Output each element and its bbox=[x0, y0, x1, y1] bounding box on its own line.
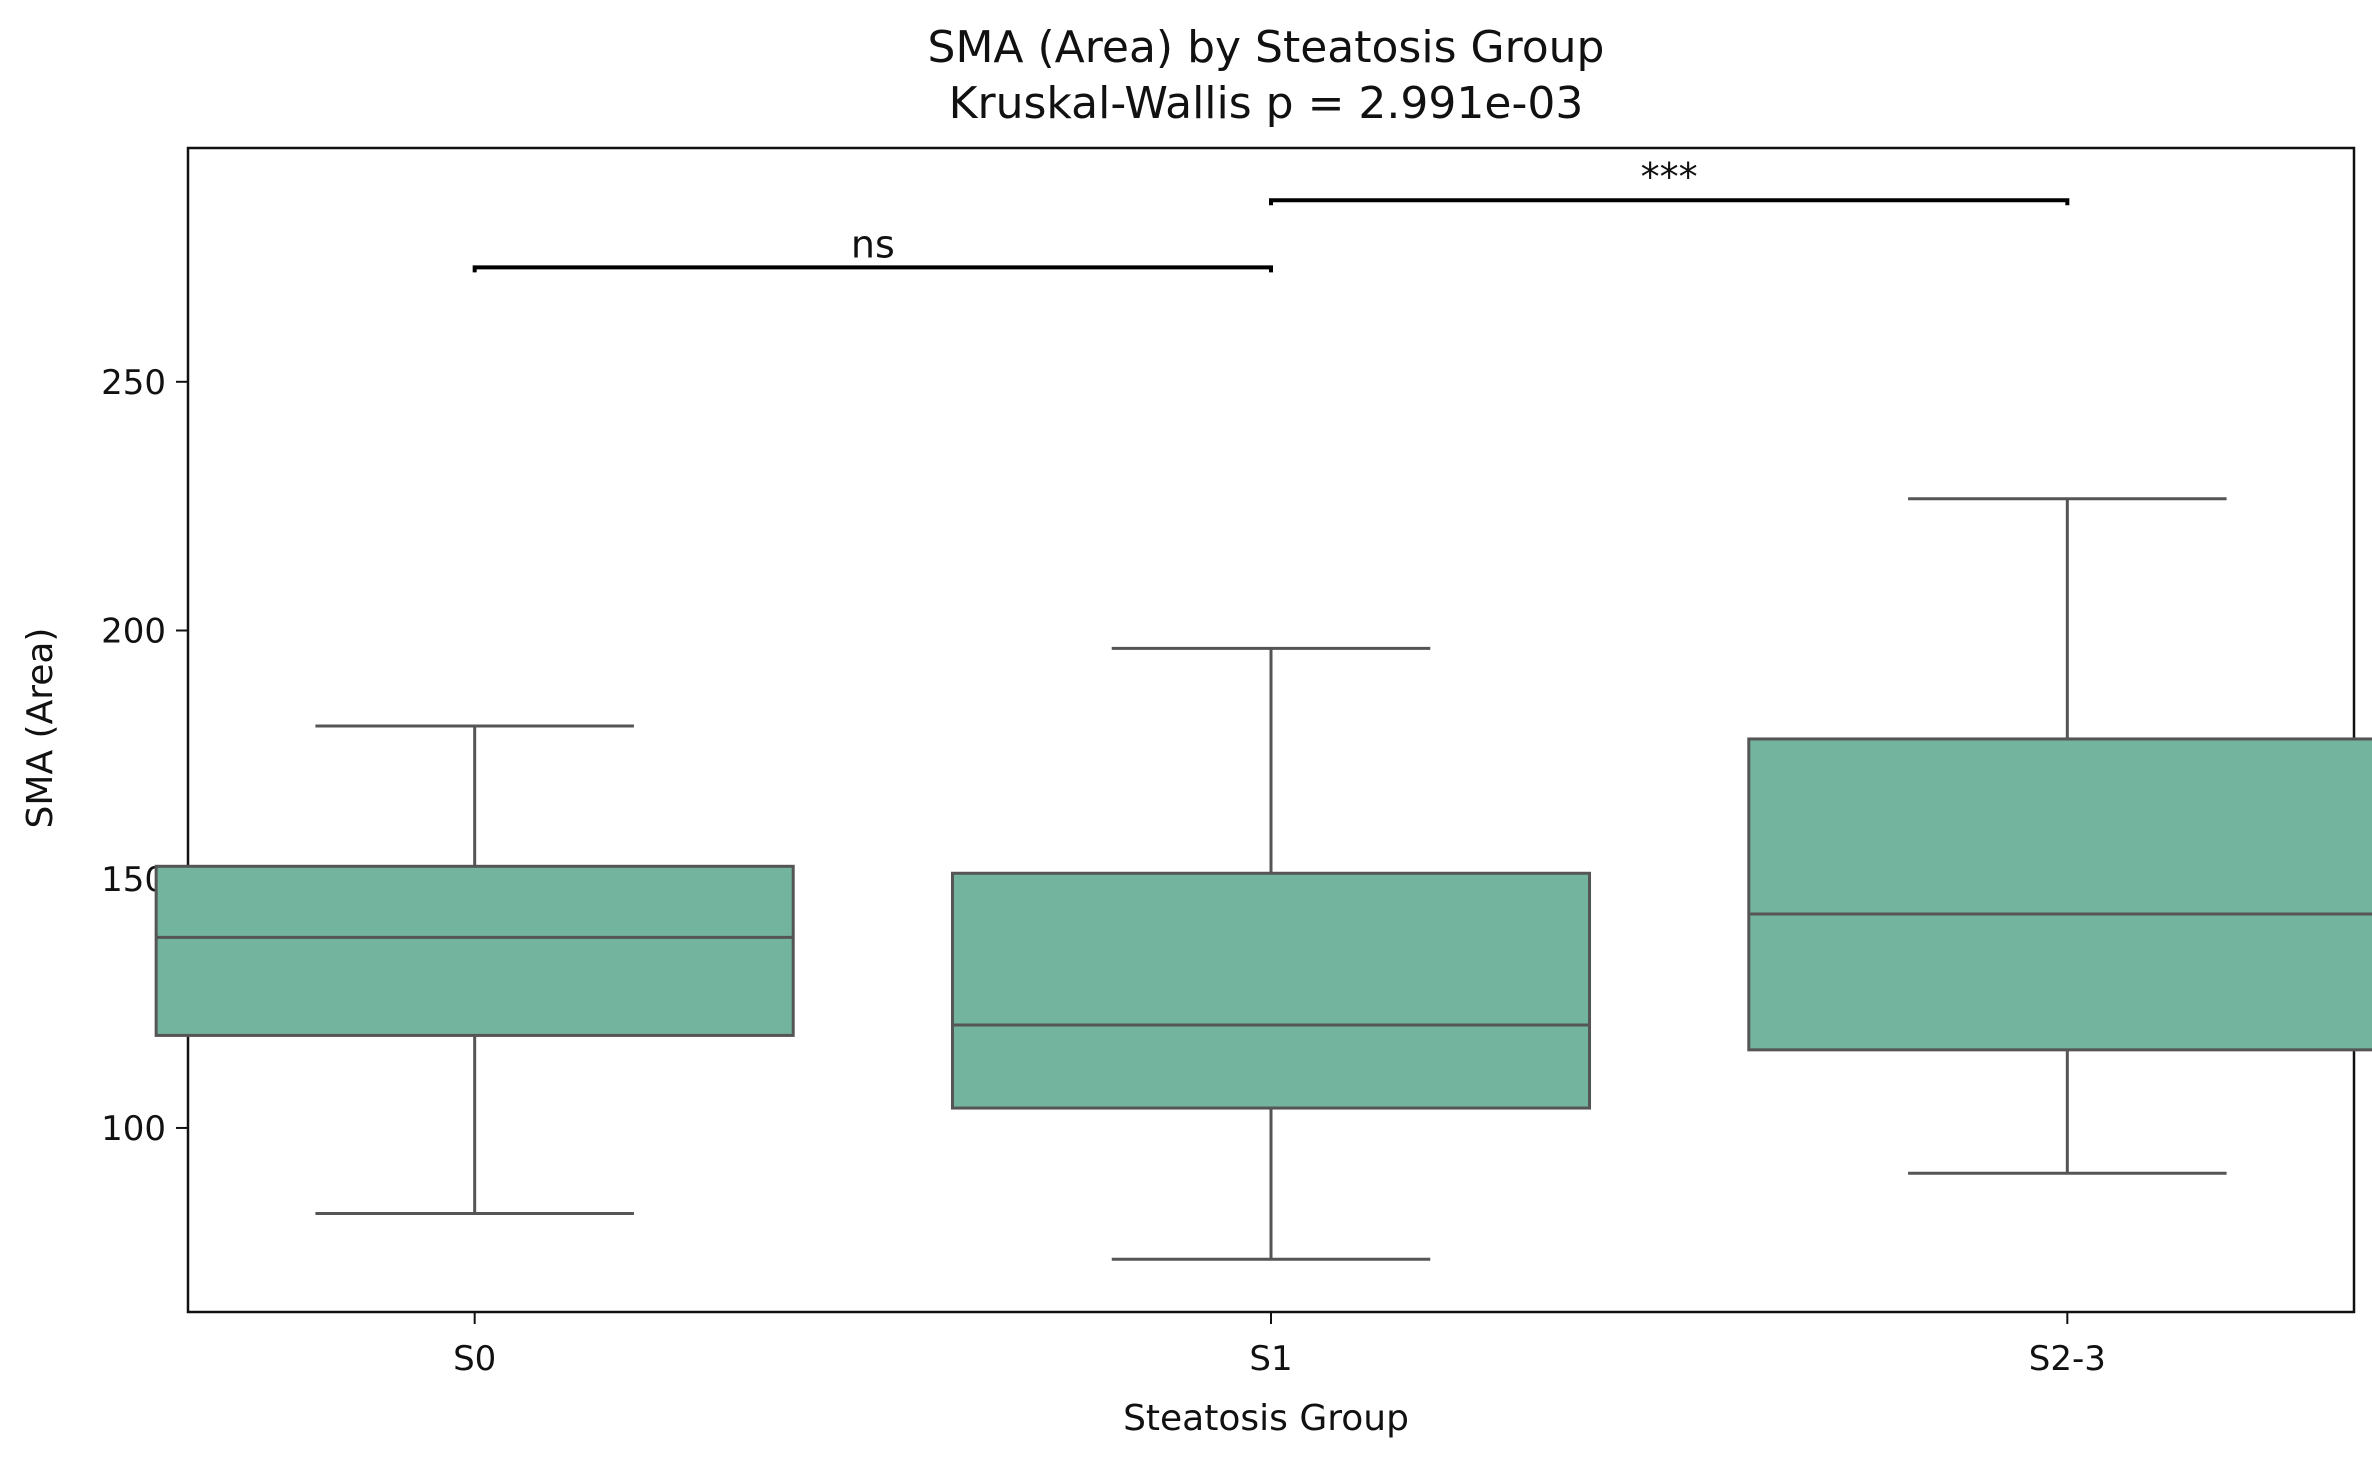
y-tick-label: 250 bbox=[101, 363, 166, 403]
y-tick-label: 100 bbox=[101, 1109, 166, 1149]
box-group-s0 bbox=[154, 724, 795, 1216]
box-group-s1 bbox=[950, 646, 1592, 1261]
x-tick-label: S1 bbox=[1249, 1339, 1292, 1379]
x-tick-label: S2-3 bbox=[2029, 1339, 2106, 1379]
iqr-box bbox=[950, 871, 1592, 1110]
chart-subtitle: Kruskal-Wallis p = 2.991e-03 bbox=[949, 78, 1584, 129]
y-axis-label: SMA (Area) bbox=[20, 628, 61, 829]
significance-bracket bbox=[1269, 198, 2070, 206]
x-tick-label: S0 bbox=[453, 1339, 496, 1379]
iqr-box bbox=[154, 864, 795, 1037]
x-axis-label: Steatosis Group bbox=[1123, 1398, 1409, 1439]
significance-label: *** bbox=[1641, 155, 1698, 199]
significance-bracket bbox=[472, 265, 1273, 273]
chart-title: SMA (Area) by Steatosis Group bbox=[928, 22, 1605, 73]
significance-label: ns bbox=[851, 222, 895, 266]
iqr-box bbox=[1747, 737, 2372, 1052]
y-tick-label: 200 bbox=[101, 612, 166, 652]
box-group-s2-3 bbox=[1747, 497, 2372, 1175]
